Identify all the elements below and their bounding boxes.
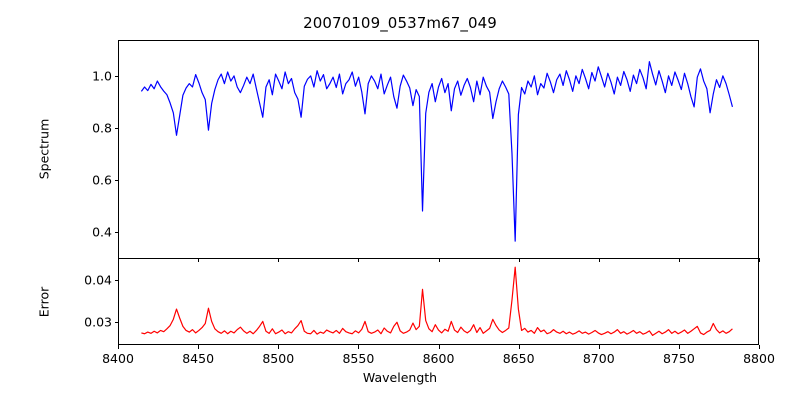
spectrum-axis-label: Spectrum [36, 118, 52, 180]
spectrum-ytick-label: 0.4 [92, 224, 112, 240]
spectrum-ytick-mark [114, 76, 118, 78]
error-xtick-mark [278, 345, 280, 349]
error-xtick-mark [678, 345, 680, 349]
error-xtick-label: 8650 [502, 351, 535, 366]
spectrum-ytick-label: 0.8 [92, 120, 112, 136]
spectrum-line-series [119, 41, 758, 258]
spectrum-ytick-mark [114, 232, 118, 234]
spectrum-ytick-label: 1.0 [92, 68, 112, 84]
error-xtick-label: 8500 [262, 351, 295, 366]
error-xtick-label: 8800 [743, 351, 775, 366]
error-xtick-label: 8750 [662, 351, 695, 366]
error-xtick-label: 8700 [582, 351, 615, 366]
spectrum-xtick-mark [118, 258, 119, 262]
error-ytick-label: 0.03 [84, 314, 112, 330]
error-xtick-label: 8400 [102, 351, 134, 366]
spectrum-axes [118, 40, 759, 258]
error-xtick-label: 8550 [342, 351, 375, 366]
error-axes [118, 258, 759, 345]
spectrum-xtick-mark [759, 258, 760, 262]
spectrum-ytick-mark [114, 180, 118, 182]
error-xtick-label: 8450 [182, 351, 215, 366]
error-xtick-label: 8600 [422, 351, 455, 366]
spectrum-xtick-mark [518, 258, 520, 262]
error-ytick-mark [114, 279, 118, 281]
error-xtick-mark [358, 345, 360, 349]
wavelength-axis-label: Wavelength [362, 370, 438, 385]
error-ytick-mark [114, 321, 118, 323]
spectrum-xtick-mark [438, 258, 440, 262]
page-title: 20070109_0537m67_049 [303, 14, 497, 32]
error-xtick-mark [118, 345, 119, 349]
spectrum-xtick-mark [678, 258, 680, 262]
error-xtick-mark [518, 345, 520, 349]
spectrum-xtick-mark [358, 258, 360, 262]
spectrum-ytick-mark [114, 128, 118, 130]
error-xtick-mark [198, 345, 200, 349]
error-line-series [119, 259, 758, 344]
error-xtick-mark [438, 345, 440, 349]
error-xtick-mark [759, 345, 760, 349]
error-ytick-label: 0.04 [84, 272, 112, 288]
spectrum-ytick-label: 0.6 [92, 172, 112, 188]
error-axis-label: Error [36, 286, 52, 317]
spectrum-xtick-mark [278, 258, 280, 262]
error-xtick-mark [598, 345, 600, 349]
spectrum-xtick-mark [598, 258, 600, 262]
spectrum-xtick-mark [198, 258, 200, 262]
